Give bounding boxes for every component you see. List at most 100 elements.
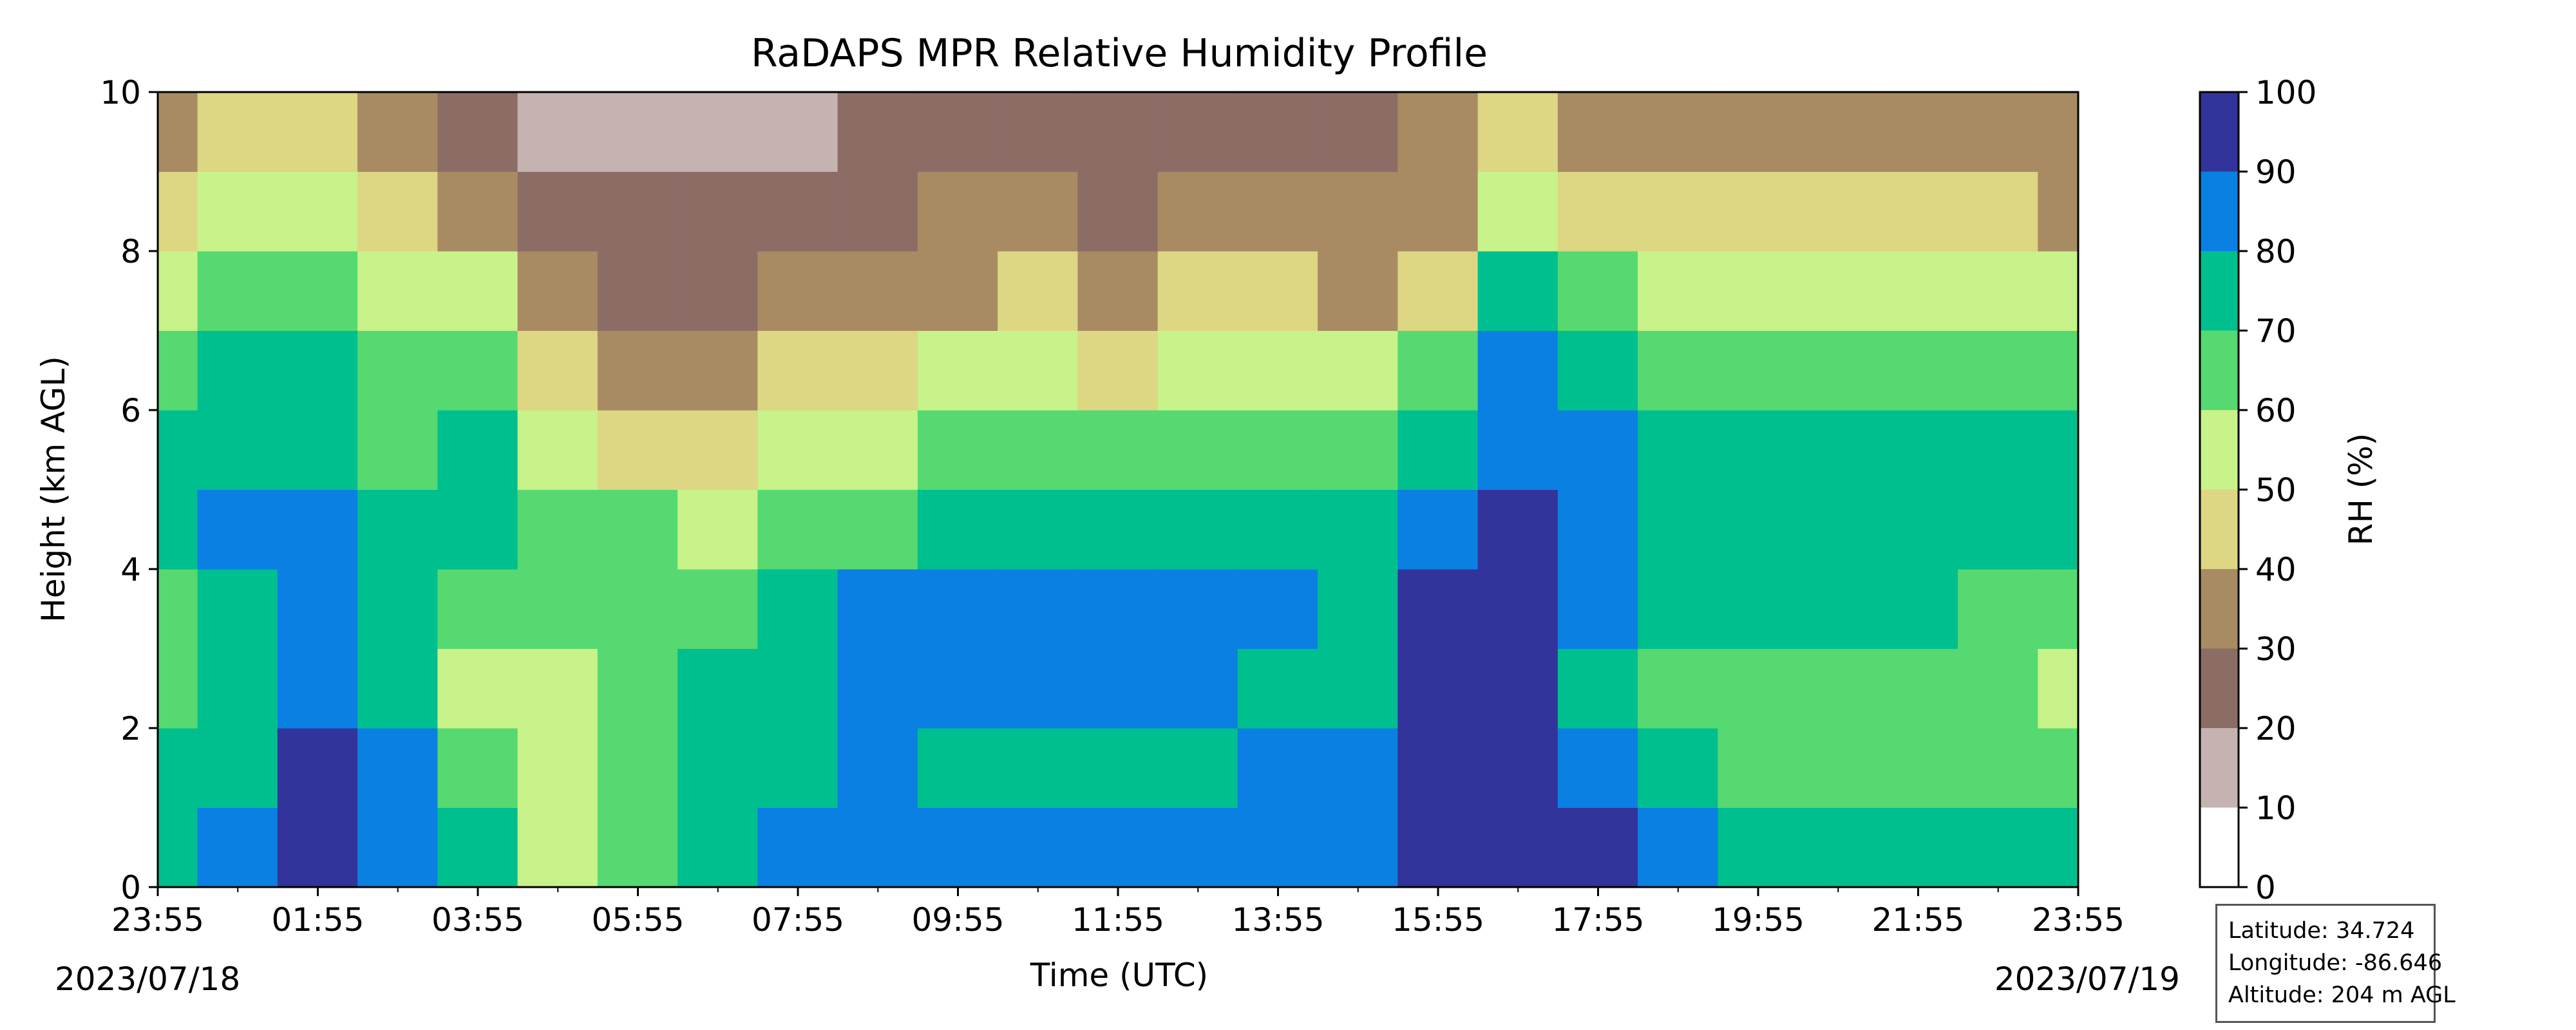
rh-cell	[197, 489, 278, 570]
x-tick-label: 07:55	[752, 901, 844, 939]
chart-title: RaDAPS MPR Relative Humidity Profile	[751, 31, 1488, 76]
altitude-text: Altitude: 204 m AGL	[2228, 982, 2456, 1008]
x-tick-label: 15:55	[1392, 901, 1484, 939]
rh-cell	[1157, 727, 1238, 808]
rh-cell	[1397, 250, 1479, 331]
rh-cell	[597, 648, 679, 729]
rh-cell	[197, 330, 278, 411]
rh-cell	[677, 330, 759, 411]
rh-cell	[1958, 171, 2039, 252]
rh-cell	[1397, 727, 1479, 808]
rh-cell	[757, 92, 838, 172]
rh-cell	[1157, 568, 1238, 649]
rh-cell	[357, 250, 439, 331]
station-info-box: Latitude: 34.724 Longitude: -86.646 Alti…	[2215, 904, 2456, 1023]
rh-cell	[1958, 92, 2039, 172]
rh-cell	[1318, 92, 1399, 172]
rh-cell	[1797, 330, 1879, 411]
rh-cell	[917, 250, 999, 331]
rh-cell	[1077, 648, 1159, 729]
rh-cell	[517, 409, 598, 490]
rh-cell	[677, 648, 759, 729]
x-tick-label: 09:55	[911, 901, 1004, 939]
y-tick-label: 4	[120, 551, 141, 588]
rh-cell	[277, 648, 359, 729]
rh-cell	[837, 648, 918, 729]
colorbar-segment	[2200, 728, 2239, 808]
rh-cell	[917, 807, 999, 887]
rh-cell	[1638, 330, 1719, 411]
colorbar-tick-label: 40	[2255, 551, 2297, 588]
colorbar-tick-label: 50	[2255, 472, 2297, 509]
rh-cell	[277, 807, 359, 887]
rh-cell	[437, 409, 518, 490]
rh-cell	[1877, 409, 1959, 490]
rh-cell	[998, 807, 1079, 887]
rh-cell	[197, 807, 278, 887]
rh-cell	[2038, 568, 2078, 649]
rh-cell	[277, 171, 359, 252]
rh-cell	[1557, 727, 1639, 808]
rh-cell	[1477, 568, 1558, 649]
rh-cell	[158, 807, 198, 887]
rh-cell	[437, 250, 518, 331]
rh-cell	[357, 489, 439, 570]
rh-cell	[1077, 330, 1159, 411]
rh-cell	[1797, 409, 1879, 490]
rh-cell	[1237, 92, 1319, 172]
rh-cell	[1557, 489, 1639, 570]
rh-cell	[757, 171, 838, 252]
rh-cell	[357, 330, 439, 411]
y-axis-label: Height (km AGL)	[35, 356, 72, 623]
colorbar: 0 10 20 30 40 50 60 70 80 90 100	[2199, 74, 2316, 906]
rh-cell	[1797, 727, 1879, 808]
rh-cell	[1557, 568, 1639, 649]
rh-cell	[1797, 250, 1879, 331]
rh-cell	[1958, 648, 2039, 729]
rh-cell	[517, 568, 598, 649]
rh-cell	[1797, 568, 1879, 649]
colorbar-segment	[2200, 171, 2239, 251]
rh-cell	[1477, 409, 1558, 490]
rh-cell	[1638, 727, 1719, 808]
colorbar-segment	[2200, 648, 2239, 728]
rh-cell	[2038, 171, 2078, 252]
rh-cell	[1958, 409, 2039, 490]
rh-cell	[277, 409, 359, 490]
rh-cell	[837, 807, 918, 887]
rh-cell	[917, 409, 999, 490]
rh-cell	[2038, 330, 2078, 411]
rh-cell	[357, 409, 439, 490]
rh-cell	[2038, 727, 2078, 808]
rh-cell	[1237, 250, 1319, 331]
rh-cell	[277, 92, 359, 172]
rh-cell	[1557, 330, 1639, 411]
colorbar-segment	[2200, 569, 2239, 649]
colorbar-tick-label: 20	[2255, 710, 2297, 747]
rh-cell	[837, 330, 918, 411]
rh-cell	[1397, 648, 1479, 729]
rh-cell	[2038, 250, 2078, 331]
rh-cell	[1638, 489, 1719, 570]
rh-cell	[1958, 489, 2039, 570]
rh-cell	[677, 92, 759, 172]
rh-cell	[197, 92, 278, 172]
y-tick-label: 2	[120, 710, 141, 747]
rh-cell	[1718, 489, 1799, 570]
rh-cell	[757, 250, 838, 331]
rh-cell	[1877, 171, 1959, 252]
rh-cell	[517, 92, 598, 172]
rh-cell	[1318, 250, 1399, 331]
colorbar-tick-label: 90	[2255, 154, 2297, 191]
rh-cell	[1958, 568, 2039, 649]
colorbar-segment	[2200, 92, 2239, 172]
rh-cell	[1237, 409, 1319, 490]
rh-cell	[998, 648, 1079, 729]
rh-cell	[517, 648, 598, 729]
colorbar-tick-label: 60	[2255, 392, 2297, 429]
rh-cell	[1557, 807, 1639, 887]
x-axis-label: Time (UTC)	[1030, 957, 1208, 994]
y-axis: 0 2 4 6 8 10	[100, 74, 158, 906]
rh-cell	[998, 568, 1079, 649]
rh-cell	[1397, 489, 1479, 570]
